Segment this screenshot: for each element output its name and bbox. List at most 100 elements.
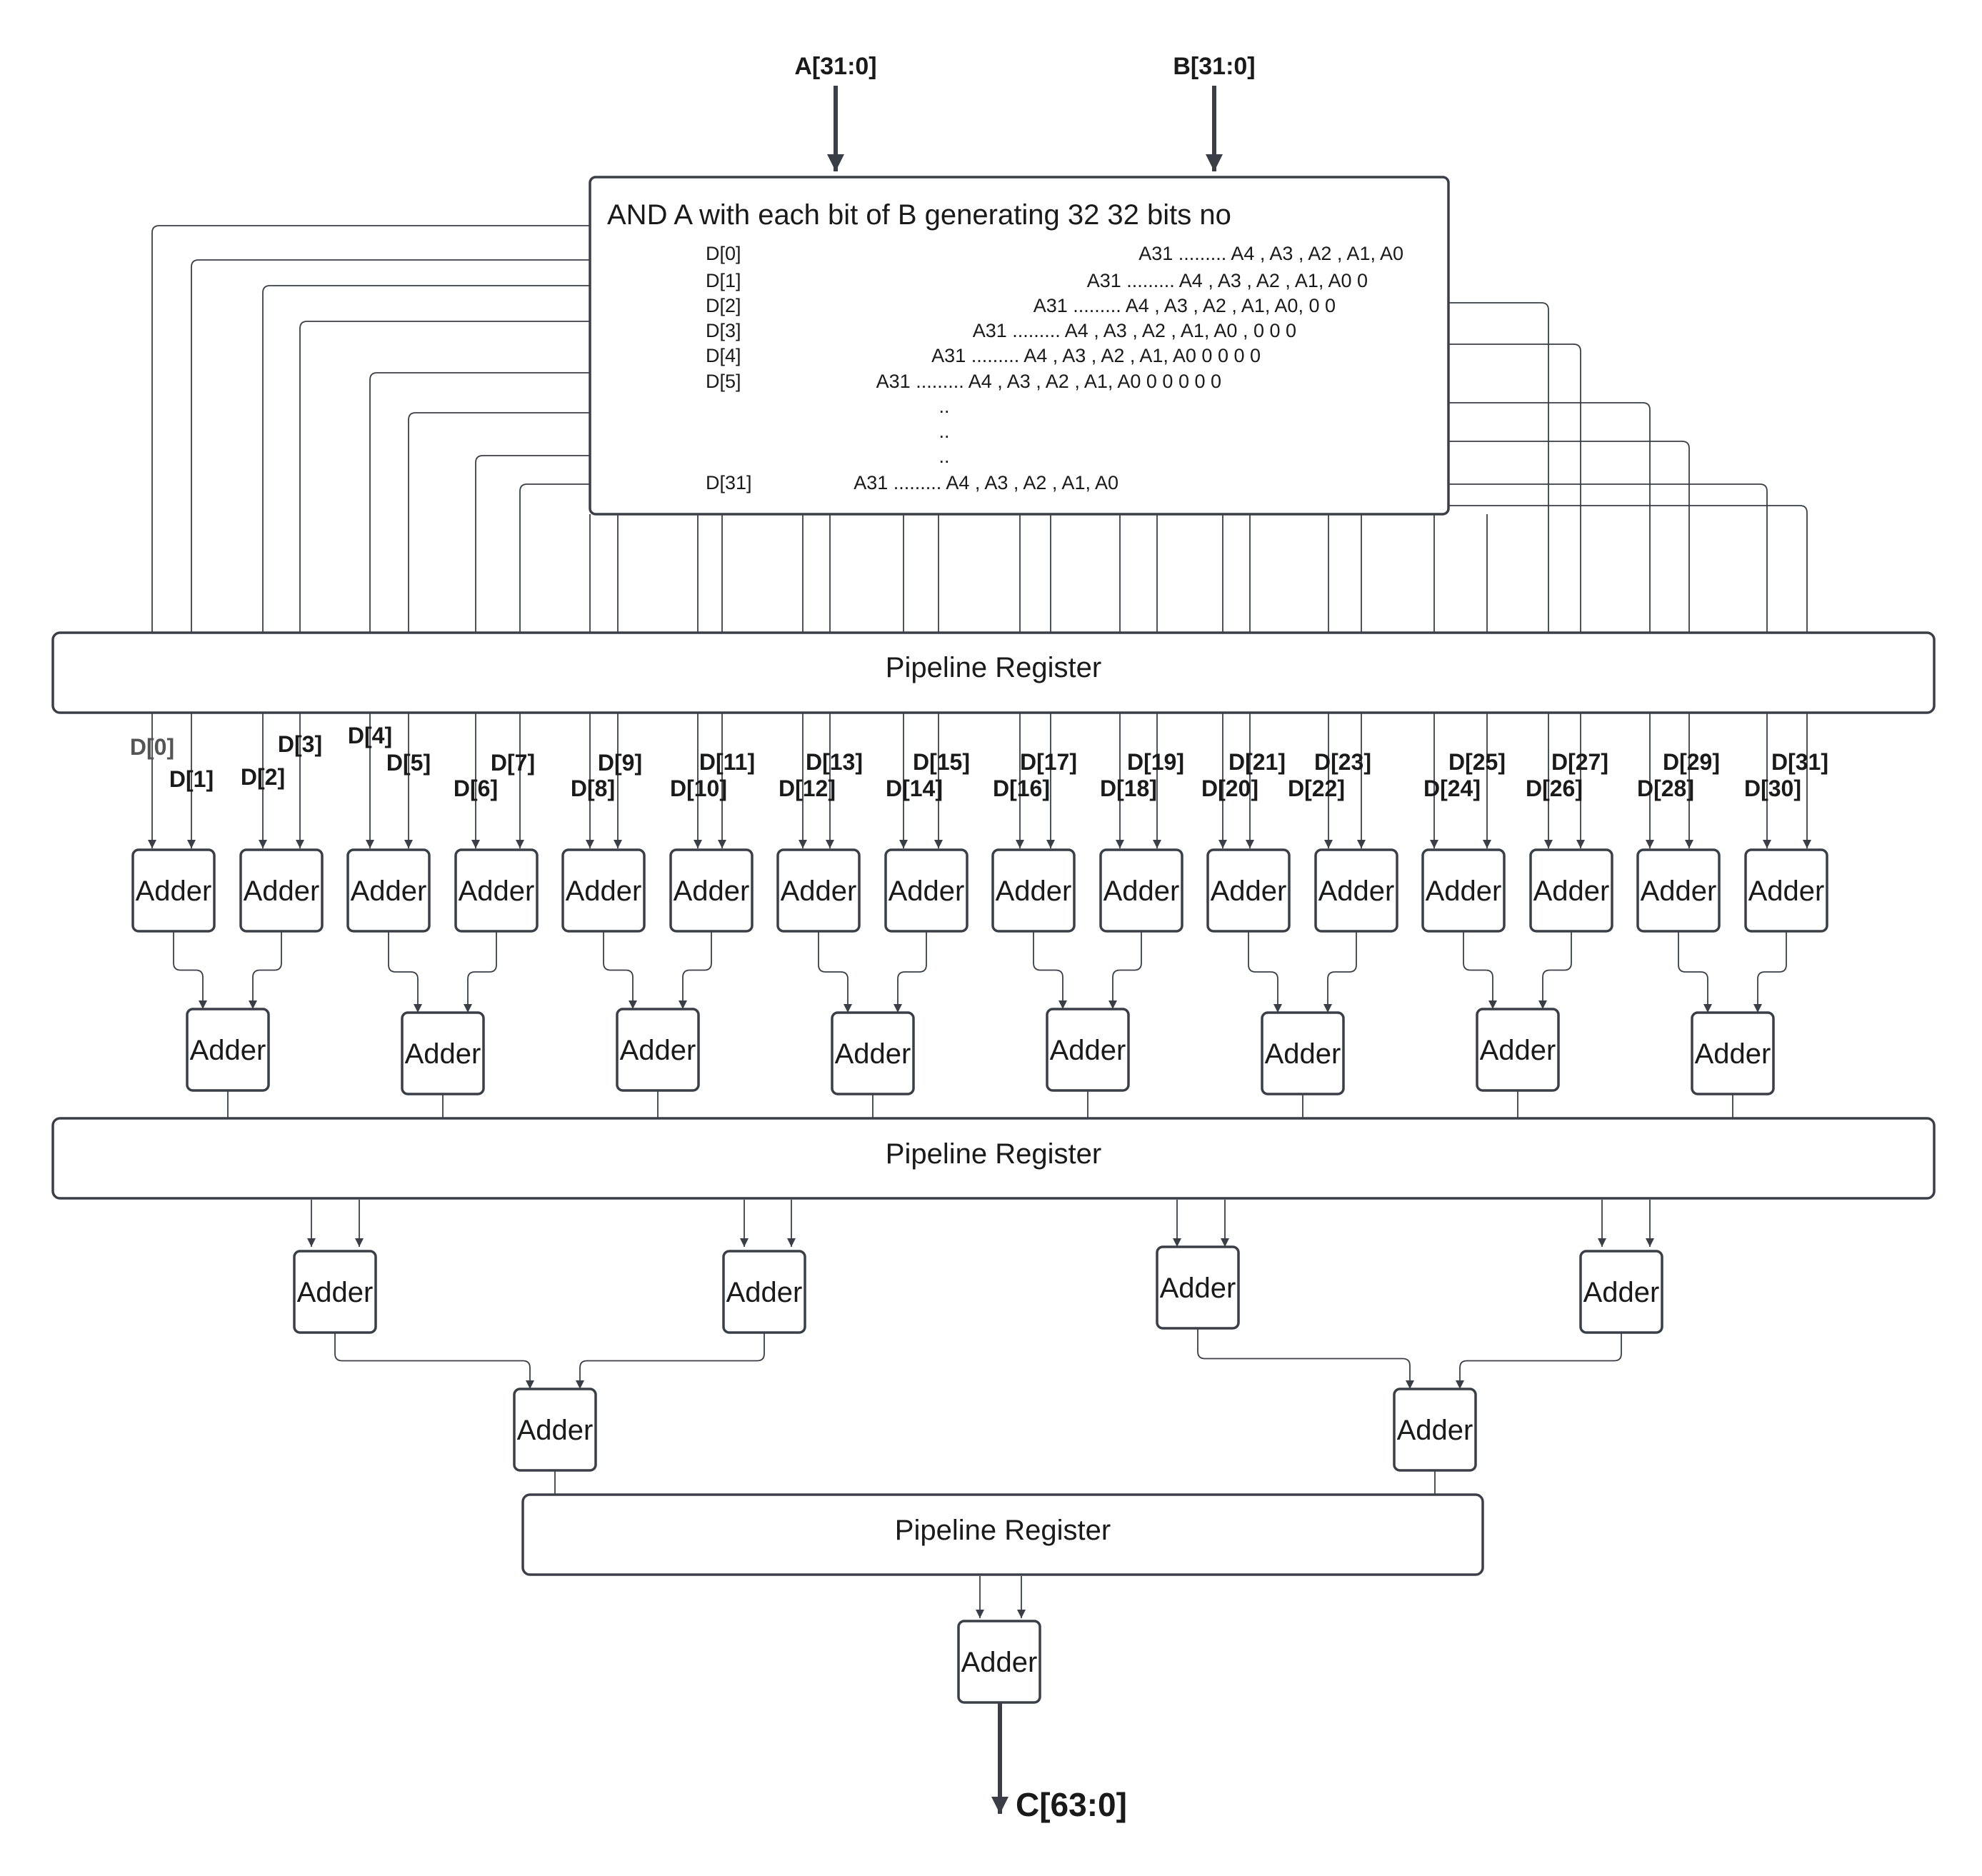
adder-label: Adder bbox=[726, 1277, 803, 1308]
adder-label: Adder bbox=[889, 876, 965, 907]
and-row-label: D[1] bbox=[706, 270, 741, 291]
and-row-value: .. bbox=[939, 446, 949, 467]
partial-product-label: D[20] bbox=[1201, 776, 1258, 801]
adder-block: Adder bbox=[1691, 1011, 1775, 1095]
adder-tree: Adder Adder Adder Adder Adder Adder Adder Adder… bbox=[131, 848, 1828, 1704]
adder-label: Adder bbox=[1641, 876, 1717, 907]
adder-sum-wire bbox=[1678, 931, 1712, 1013]
adder-sum-wire bbox=[464, 931, 497, 1013]
partial-product-label: D[12] bbox=[779, 776, 836, 801]
adder-sum-wire bbox=[388, 931, 422, 1013]
adder-label: Adder bbox=[781, 876, 857, 907]
partial-product-label: D[24] bbox=[1423, 776, 1481, 801]
adder-sum-wire bbox=[576, 1333, 765, 1389]
adder-sum-wire bbox=[1323, 931, 1357, 1013]
pipeline-register-3-label: Pipeline Register bbox=[895, 1515, 1111, 1546]
partial-product-label: D[14] bbox=[886, 776, 943, 801]
partial-product-wire bbox=[1448, 441, 1690, 633]
partial-product-label: D[19] bbox=[1127, 749, 1184, 775]
adder-block: Adder bbox=[776, 848, 861, 933]
adder-label: Adder bbox=[1480, 1035, 1556, 1066]
adder-label: Adder bbox=[459, 876, 535, 907]
pipeline-register-3: Pipeline Register bbox=[521, 1493, 1484, 1576]
partial-product-label: D[11] bbox=[699, 749, 755, 775]
adder-block: Adder bbox=[1099, 848, 1183, 933]
adder-sum-wire bbox=[1033, 931, 1067, 1009]
adder-block: Adder bbox=[1314, 848, 1398, 933]
adder-block: Adder bbox=[884, 848, 969, 933]
partial-product-label: D[31] bbox=[1771, 749, 1828, 775]
adder-sum-wire bbox=[249, 931, 282, 1009]
partial-product-label: D[10] bbox=[670, 776, 727, 801]
partial-product-wire bbox=[1448, 302, 1549, 633]
and-row-label: D[3] bbox=[706, 320, 741, 341]
and-row-value: .. bbox=[939, 421, 949, 442]
adder-block: Adder bbox=[1579, 1250, 1663, 1334]
adder-label: Adder bbox=[1103, 876, 1180, 907]
adder-label: Adder bbox=[1318, 876, 1395, 907]
partial-product-label: D[23] bbox=[1314, 749, 1371, 775]
partial-product-label: D[30] bbox=[1744, 776, 1801, 801]
partial-product-wire bbox=[519, 483, 590, 633]
adder-label: Adder bbox=[190, 1035, 266, 1066]
adder-block: Adder bbox=[1206, 848, 1291, 933]
adder-label: Adder bbox=[566, 876, 642, 907]
adder-label: Adder bbox=[1211, 876, 1287, 907]
partial-product-label: D[18] bbox=[1100, 776, 1157, 801]
and-row-value: A31 ......... A4 , A3 , A2 , A1, A0 0 0 … bbox=[931, 345, 1261, 366]
adder-block: Adder bbox=[1261, 1011, 1345, 1095]
adder-label: Adder bbox=[835, 1038, 911, 1070]
partial-product-wire bbox=[1448, 343, 1581, 633]
partial-product-wire bbox=[1448, 483, 1768, 633]
adder-block: Adder bbox=[831, 1011, 915, 1095]
partial-product-label: D[16] bbox=[993, 776, 1050, 801]
adder-block: Adder bbox=[991, 848, 1076, 933]
partial-product-label: D[1] bbox=[169, 766, 214, 792]
adder-sum-wire bbox=[173, 931, 207, 1009]
partial-product-label: D[28] bbox=[1637, 776, 1694, 801]
partial-product-wire bbox=[299, 321, 590, 633]
partial-product-label: D[26] bbox=[1526, 776, 1583, 801]
adder-label: Adder bbox=[517, 1415, 594, 1446]
partial-product-label: D[21] bbox=[1228, 749, 1286, 775]
adder-label: Adder bbox=[244, 876, 320, 907]
partial-product-label: D[29] bbox=[1663, 749, 1720, 775]
adder-label: Adder bbox=[1265, 1038, 1341, 1070]
partial-product-wire bbox=[1448, 402, 1651, 633]
and-row-value: .. bbox=[939, 396, 949, 417]
adder-block: Adder bbox=[293, 1250, 377, 1334]
adder-block: Adder bbox=[1476, 1008, 1560, 1092]
adder-label: Adder bbox=[1533, 876, 1610, 907]
partial-product-label: D[0] bbox=[130, 734, 174, 760]
pipeline-register-1: Pipeline Register bbox=[51, 631, 1936, 714]
partial-product-wire bbox=[262, 285, 590, 633]
pipeline-register-1-label: Pipeline Register bbox=[886, 652, 1101, 683]
partial-product-labels: D[0] D[1] D[2] D[3] D[4]D[5] D[6]D[7] D[8]D[9]… bbox=[130, 723, 1828, 801]
adder-label: Adder bbox=[996, 876, 1072, 907]
adder-sum-wire bbox=[1538, 931, 1572, 1009]
adder-block: Adder bbox=[513, 1388, 597, 1472]
partial-product-label: D[4] bbox=[348, 723, 392, 748]
adder-block: Adder bbox=[1636, 848, 1721, 933]
and-row-label: D[31] bbox=[706, 472, 752, 493]
adder-label: Adder bbox=[961, 1647, 1038, 1678]
adder-sum-wire bbox=[1753, 931, 1787, 1013]
partial-product-label: D[5] bbox=[386, 750, 431, 776]
adder-block: Adder bbox=[722, 1250, 806, 1334]
partial-product-wire bbox=[369, 372, 590, 633]
and-row-value: A31 ......... A4 , A3 , A2 , A1, A0, 0 0 bbox=[1033, 295, 1336, 316]
partial-product-label: D[9] bbox=[598, 750, 642, 776]
and-row-label: D[5] bbox=[706, 371, 741, 392]
input-b-label: B[31:0] bbox=[1173, 53, 1255, 80]
partial-product-label: D[8] bbox=[571, 776, 615, 801]
adder-label: Adder bbox=[1748, 876, 1825, 907]
adder-block: Adder bbox=[1046, 1008, 1130, 1092]
partial-product-wire bbox=[151, 225, 590, 633]
adder-block: Adder bbox=[454, 848, 539, 933]
adder-sum-wire bbox=[603, 931, 637, 1009]
adder-sum-wire bbox=[679, 931, 712, 1009]
and-row-label: D[4] bbox=[706, 345, 741, 366]
adder-label: Adder bbox=[1695, 1038, 1771, 1070]
adder-sum-wire bbox=[818, 931, 852, 1013]
